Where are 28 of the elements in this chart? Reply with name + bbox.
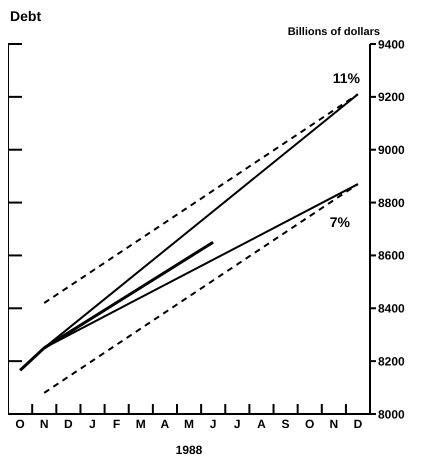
y-tick-label: 8400 [378, 302, 406, 316]
x-tick-label: J [234, 417, 241, 431]
annotation: 11% [332, 70, 360, 86]
y-tick-label: 9400 [378, 37, 406, 52]
x-tick-label: J [89, 417, 96, 431]
x-tick-label: A [257, 417, 266, 431]
x-tick-label: S [282, 417, 290, 431]
x-tick-label: F [112, 417, 120, 431]
y-tick-label: 9200 [378, 90, 406, 104]
y-tick-label: 8000 [378, 407, 406, 422]
x-tick-label: N [40, 417, 49, 431]
chart-title: Debt [10, 8, 42, 24]
y-tick-label: 8200 [378, 354, 406, 368]
x-tick-label: O [15, 417, 25, 431]
y-tick-label: 9000 [378, 142, 406, 157]
y-tick-label: 8800 [378, 196, 406, 210]
x-tick-label: J [210, 417, 216, 431]
x-tick-label: N [329, 417, 338, 431]
y-tick-label: 8600 [378, 248, 406, 263]
x-tick-label: D [64, 417, 73, 431]
annotation: 7% [330, 214, 350, 230]
x-tick-label: M [136, 417, 146, 431]
x-tick-label: O [304, 417, 314, 431]
x-tick-label: M [184, 417, 194, 431]
x-tick-label: A [160, 417, 170, 431]
x-axis-title: 1988 [176, 443, 203, 457]
y-axis-title: Billions of dollars [288, 26, 380, 38]
x-tick-label: D [354, 417, 363, 431]
